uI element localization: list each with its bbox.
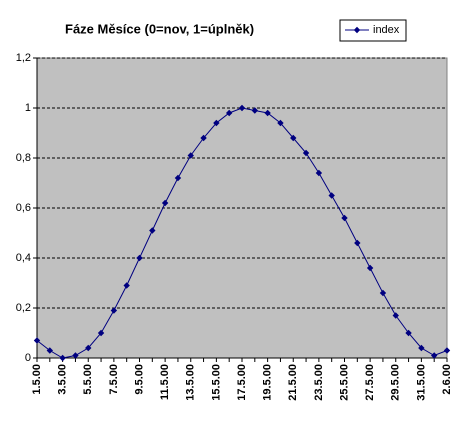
data-point — [315, 169, 323, 177]
data-point — [238, 104, 246, 112]
x-tick-label: 29.5.00 — [390, 364, 402, 401]
data-point — [110, 307, 118, 314]
x-tick-label: 13.5.00 — [185, 364, 197, 401]
data-point — [174, 174, 182, 182]
chart-title: Fáze Měsíce (0=nov, 1=úplněk) — [65, 21, 254, 36]
legend-box — [339, 19, 407, 42]
data-point — [251, 107, 259, 114]
data-point — [418, 344, 425, 352]
data-point — [123, 282, 130, 289]
x-tick-label: 2.6.00 — [441, 364, 453, 395]
x-tick-label: 15.5.00 — [210, 364, 222, 401]
data-point — [187, 152, 194, 159]
data-point — [302, 149, 310, 157]
x-tick-label: 21.5.00 — [287, 364, 299, 401]
data-point — [33, 337, 41, 344]
x-tick-label: 17.5.00 — [236, 364, 248, 401]
data-point — [379, 289, 387, 297]
x-tick-label: 31.5.00 — [415, 364, 427, 401]
data-point — [200, 134, 207, 142]
data-point — [46, 347, 54, 354]
data-point — [430, 352, 438, 359]
x-tick-label: 5.5.00 — [82, 364, 94, 395]
data-point — [149, 227, 156, 234]
data-point — [59, 354, 66, 362]
x-tick-label: 27.5.00 — [364, 364, 376, 401]
legend: index — [339, 19, 407, 42]
y-tick-label: 0 — [25, 352, 31, 364]
data-point — [392, 312, 399, 319]
x-tick-label: 25.5.00 — [338, 364, 350, 401]
legend-marker — [353, 26, 361, 34]
x-tick-label: 19.5.00 — [262, 364, 274, 401]
data-point — [405, 329, 412, 337]
x-tick-label: 3.5.00 — [57, 364, 69, 395]
y-tick-label: 0,2 — [16, 302, 31, 314]
data-point — [443, 347, 451, 354]
data-point — [225, 109, 233, 117]
data-point — [213, 119, 220, 127]
data-point — [341, 214, 348, 222]
data-point — [277, 119, 284, 127]
x-tick-label: 1.5.00 — [31, 364, 43, 395]
y-tick-label: 1,2 — [16, 52, 31, 64]
data-point — [97, 329, 105, 337]
data-point — [72, 352, 79, 359]
y-tick-label: 0,4 — [16, 252, 31, 264]
y-tick-label: 0,6 — [16, 202, 31, 214]
data-point — [161, 199, 169, 207]
x-tick-label: 9.5.00 — [133, 364, 145, 395]
x-tick-label: 23.5.00 — [313, 364, 325, 401]
x-tick-label: 7.5.00 — [108, 364, 120, 395]
y-tick-label: 0,8 — [16, 152, 31, 164]
data-point — [264, 109, 271, 117]
data-point — [328, 192, 335, 199]
data-point — [366, 264, 374, 272]
data-point — [290, 134, 297, 142]
legend-label: index — [373, 24, 400, 36]
data-point — [85, 344, 92, 352]
y-tick-label: 1 — [25, 102, 31, 114]
data-point — [136, 254, 143, 262]
data-point — [354, 239, 361, 247]
x-tick-label: 11.5.00 — [159, 364, 171, 400]
